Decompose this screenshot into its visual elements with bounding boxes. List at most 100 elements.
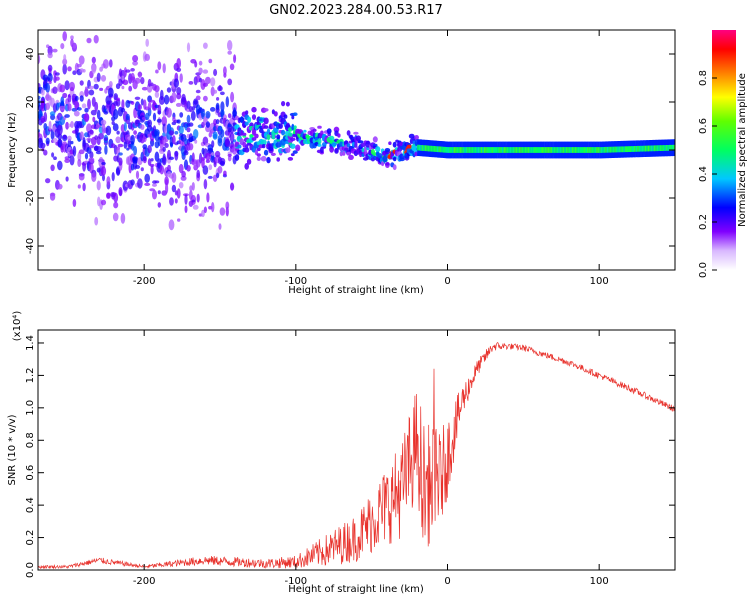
spectrogram-band-core xyxy=(621,146,624,153)
spectrogram-cell xyxy=(157,61,162,71)
spectrogram-band-core xyxy=(550,147,553,153)
spectrogram-band-core xyxy=(574,147,577,153)
spectrogram-band-core xyxy=(584,147,586,153)
spectrogram-cell xyxy=(57,160,63,171)
spectrogram-cell xyxy=(102,174,105,182)
spectrogram-cell xyxy=(219,160,225,167)
spectrogram-cell xyxy=(94,101,99,112)
spectrogram-cell xyxy=(121,99,125,110)
spectrogram-cell xyxy=(157,104,162,115)
spectrogram-cell xyxy=(56,124,63,136)
spectrogram-cell xyxy=(147,145,152,154)
spectrogram-cell xyxy=(171,91,177,103)
spectrogram-cell xyxy=(76,63,82,68)
spectrogram-cell xyxy=(88,89,95,96)
spectrogram-cell xyxy=(217,125,223,131)
spectrogram-cell xyxy=(79,80,84,86)
spectrogram-cell xyxy=(82,182,86,192)
spectrogram-band-core xyxy=(458,147,460,153)
spectrogram-band-core xyxy=(602,147,605,153)
spectrogram-band-core xyxy=(473,147,476,153)
spectrogram-cell xyxy=(93,83,99,90)
spectrogram-cell xyxy=(137,104,142,111)
spectrogram-band-core xyxy=(673,144,675,151)
spectrogram-cell xyxy=(144,53,150,62)
spectrogram-cell xyxy=(112,123,119,132)
spectrogram-band-core xyxy=(436,146,439,153)
snr-multiplier: (x10⁴) xyxy=(12,311,23,342)
spectrogram-cell xyxy=(202,69,209,74)
spectrogram-cell xyxy=(227,123,232,128)
spectrogram-band-core xyxy=(471,147,474,153)
spectrogram-cell xyxy=(176,87,182,95)
spectrogram-cell xyxy=(45,137,50,145)
spectrogram-band-core xyxy=(667,145,670,151)
spectrogram-cell xyxy=(130,134,135,145)
spectrogram-cell xyxy=(70,35,74,40)
spectrogram-cell xyxy=(134,164,141,169)
spectrogram-band-core xyxy=(537,147,539,153)
spectrogram-cell xyxy=(184,194,188,205)
spectrogram-cell xyxy=(337,133,341,138)
spectrogram-cell xyxy=(176,67,182,73)
spectrogram-cell xyxy=(75,128,79,132)
spectrogram-cell xyxy=(118,157,123,166)
spectrogram-cell xyxy=(73,110,80,117)
x-tick-label: -200 xyxy=(133,276,156,287)
spectrogram-band-core xyxy=(646,145,649,152)
spectrogram-cell xyxy=(331,142,337,147)
spectrogram-cell xyxy=(392,164,397,171)
spectrogram-band-core xyxy=(549,147,551,153)
x-tick-label: 0 xyxy=(444,576,450,587)
spectrogram-cell xyxy=(212,131,218,140)
spectrogram-cell xyxy=(72,199,77,207)
spectrogram-band-core xyxy=(567,147,570,153)
spectrogram-band-core xyxy=(564,147,567,153)
spectrogram-cell xyxy=(225,146,230,151)
spectrogram-cell xyxy=(251,137,257,141)
spectrogram-band-core xyxy=(579,147,582,153)
spectrogram-band-core xyxy=(505,147,507,153)
spectrogram-cell xyxy=(201,209,205,218)
spectrogram-cell xyxy=(106,176,111,186)
spectrogram-cell xyxy=(194,61,198,68)
spectrogram-cell xyxy=(223,170,227,176)
spectrogram-cell xyxy=(211,152,215,156)
spectrogram-cell xyxy=(130,179,135,186)
spectrogram-band-core xyxy=(524,147,527,153)
spectrogram-band-core xyxy=(626,146,629,153)
spectrogram-cell xyxy=(40,142,46,149)
spectrogram-band-core xyxy=(661,145,664,151)
spectrogram-cell xyxy=(77,151,82,162)
spectrogram-cell xyxy=(174,198,178,204)
spectrogram-cell xyxy=(113,109,119,120)
spectrogram-cell xyxy=(292,112,298,116)
spectrogram-band-core xyxy=(588,147,591,153)
spectrogram-cell xyxy=(155,69,159,74)
spectrogram-cell xyxy=(208,132,213,138)
spectrogram-cell xyxy=(156,118,162,123)
spectrogram-band-core xyxy=(449,147,451,153)
spectrogram-cell xyxy=(346,130,351,136)
spectrogram-cell xyxy=(217,85,223,92)
spectrogram-cell xyxy=(111,172,115,182)
spectrogram-cell xyxy=(213,89,218,94)
spectrogram-cell xyxy=(233,139,237,143)
spectrogram-band-core xyxy=(634,146,636,152)
spectrogram-cell xyxy=(169,156,174,160)
spectrogram-cell xyxy=(245,110,249,115)
spectrogram-cell xyxy=(162,146,166,152)
spectrogram-cell xyxy=(70,121,74,128)
spectrogram-band-core xyxy=(552,147,554,153)
spectrogram-cell xyxy=(225,96,229,108)
spectrogram-y-label: Frequency (Hz) xyxy=(7,112,18,188)
spectrogram-band-core xyxy=(608,146,611,153)
spectrogram-cell xyxy=(244,147,250,153)
spectrogram-band-core xyxy=(540,147,542,153)
spectrogram-cell xyxy=(179,73,183,83)
spectrogram-cell xyxy=(210,77,216,87)
spectrogram-cell xyxy=(150,158,154,162)
spectrogram-band-core xyxy=(635,146,638,152)
spectrogram-band-core xyxy=(611,146,614,153)
y-tick-label: 0.4 xyxy=(25,497,36,513)
